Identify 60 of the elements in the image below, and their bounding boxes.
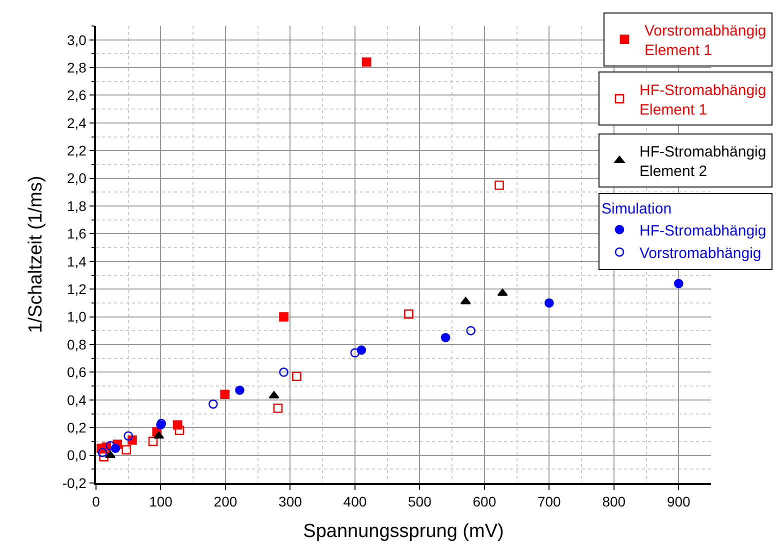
y-tick-label: 1,0 — [66, 308, 87, 325]
legend-label: HF-Stromabhängig Element 1 — [640, 82, 766, 118]
y-tick-label: 0,6 — [66, 364, 87, 380]
point — [292, 372, 302, 382]
point — [148, 436, 158, 446]
x-tick-label: 700 — [537, 494, 562, 510]
legend-label: HF-Stromabhängig — [640, 222, 766, 240]
y-tick-label: 1,6 — [66, 226, 87, 242]
y-tick-label: 2,2 — [66, 142, 87, 159]
y-tick-label: 3,0 — [66, 32, 87, 48]
y-tick-label: 2,8 — [66, 59, 87, 76]
point — [356, 345, 366, 355]
y-tick-label: 0,0 — [66, 447, 87, 464]
x-axis-title: Spannungssprung (mV) — [303, 520, 504, 542]
point — [494, 180, 504, 190]
point — [154, 431, 164, 439]
x-tick-label: 800 — [602, 494, 626, 510]
point — [440, 332, 450, 342]
point — [273, 404, 283, 413]
x-tick-label: 0 — [92, 494, 100, 510]
point — [122, 445, 132, 454]
x-tick-label: 500 — [408, 494, 432, 510]
y-tick-label: 1,2 — [66, 281, 87, 298]
y-tick-label: 1,8 — [66, 198, 87, 214]
y-tick-label: 2,0 — [66, 170, 87, 186]
point — [544, 298, 554, 308]
y-tick-label: 1,4 — [66, 253, 87, 270]
y-tick-label: 0,2 — [66, 420, 87, 436]
point — [98, 448, 108, 458]
point — [220, 390, 230, 400]
x-tick-label: 100 — [149, 494, 173, 510]
y-tick-label: 2,6 — [66, 87, 87, 104]
x-tick-label: 900 — [666, 494, 691, 510]
point — [460, 296, 471, 304]
y-tick-label: 0,8 — [66, 336, 87, 352]
x-tick-label: 300 — [278, 494, 302, 510]
point — [124, 431, 134, 441]
x-tick-label: 200 — [214, 494, 238, 510]
point — [208, 399, 218, 409]
point — [350, 348, 360, 358]
legend-title: Simulation — [602, 200, 672, 218]
legend-label: HF-Stromabhängig Element 2 — [640, 143, 766, 180]
x-tick-label: 600 — [472, 494, 496, 510]
y-tick-label: -0,2 — [62, 474, 87, 491]
legend-label: Vorstromabhängig — [640, 244, 762, 262]
point — [99, 452, 108, 462]
point — [466, 326, 476, 336]
point — [235, 386, 244, 395]
point — [174, 426, 184, 436]
x-tick-label: 400 — [343, 494, 367, 510]
point — [404, 309, 414, 319]
y-tick-label: 0,4 — [66, 392, 87, 408]
point — [106, 440, 115, 450]
point — [279, 368, 288, 377]
point — [674, 278, 684, 288]
legend-label: Vorstromabhängig Element 1 — [644, 22, 766, 59]
point — [362, 57, 372, 67]
point — [279, 312, 288, 322]
y-axis-title: 1/Schaltzeit (1/ms) — [26, 176, 47, 334]
y-tick-label: 2,4 — [66, 114, 87, 131]
